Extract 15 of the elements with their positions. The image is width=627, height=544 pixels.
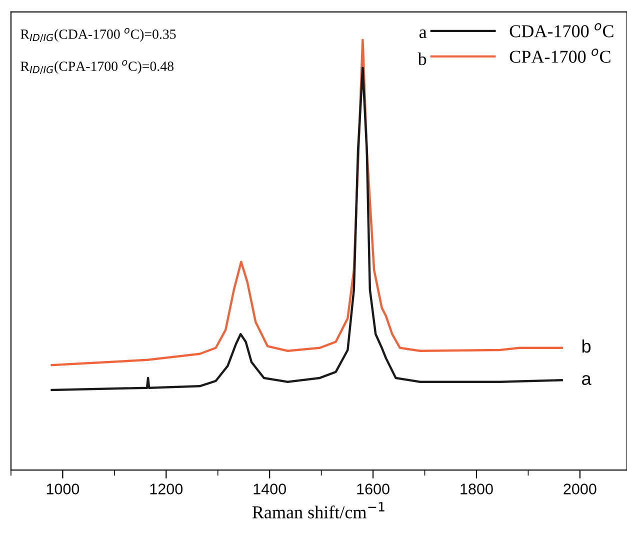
- legend-label: CDA-1700 $^{o}$C: [510, 23, 614, 38]
- annotation: R$_{ID/IG}$(CPA-1700 $^{o}$C)=0.48: [20, 60, 174, 74]
- x-tick-label: 1400: [254, 484, 286, 494]
- text: b: [418, 52, 426, 66]
- x-tick-label: 1200: [150, 484, 183, 494]
- legend-label: CPA-1700 $^{o}$C: [510, 48, 610, 63]
- x-axis-title: Raman shift/cm$^{−1}$: [252, 502, 384, 518]
- annotation: b: [582, 339, 591, 353]
- x-tick-label: 1600: [357, 484, 390, 494]
- text: a: [419, 29, 427, 38]
- x-tick-label: 2000: [564, 484, 596, 494]
- x-tick-label: 1800: [460, 484, 493, 494]
- annotation: R$_{ID/IG}$(CDA-1700 $^{o}$C)=0.35: [20, 28, 176, 42]
- annotation: a: [582, 375, 592, 385]
- x-tick-label: 1000: [46, 484, 80, 494]
